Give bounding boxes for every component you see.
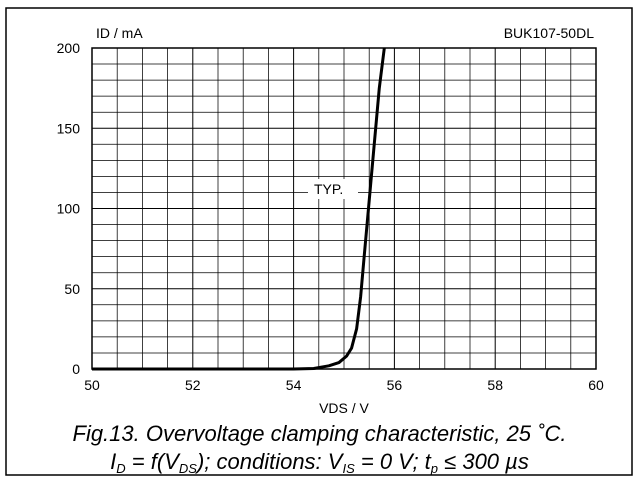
y-tick-label: 200 bbox=[57, 40, 81, 56]
caption-line-1: Fig.13. Overvoltage clamping characteris… bbox=[72, 421, 567, 446]
x-tick-label: 58 bbox=[487, 377, 503, 393]
x-tick-label: 60 bbox=[588, 377, 604, 393]
y-tick-label: 100 bbox=[57, 201, 81, 217]
plot-area-border bbox=[91, 47, 597, 370]
chart-grid bbox=[91, 47, 597, 370]
device-label: BUK107-50DL bbox=[504, 25, 594, 41]
y-tick-label: 0 bbox=[72, 361, 80, 377]
typ-annotation: TYP. bbox=[314, 181, 343, 197]
x-tick-label: 56 bbox=[387, 377, 403, 393]
x-tick-label: 54 bbox=[286, 377, 302, 393]
chart-series bbox=[92, 47, 386, 371]
x-axis-label: VDS / V bbox=[319, 400, 369, 416]
series-line-typ bbox=[92, 47, 386, 371]
figure-caption: Fig.13. Overvoltage clamping characteris… bbox=[0, 420, 639, 476]
y-axis-label: ID / mA bbox=[96, 25, 143, 41]
y-tick-label: 150 bbox=[57, 120, 81, 136]
x-tick-label: 52 bbox=[185, 377, 201, 393]
y-tick-label: 50 bbox=[64, 281, 80, 297]
caption-line-2: ID = f(VDS); conditions: VIS = 0 V; tp ≤… bbox=[110, 449, 529, 476]
annotation-background bbox=[308, 179, 358, 199]
outer-border bbox=[5, 7, 633, 476]
x-tick-label: 50 bbox=[84, 377, 100, 393]
